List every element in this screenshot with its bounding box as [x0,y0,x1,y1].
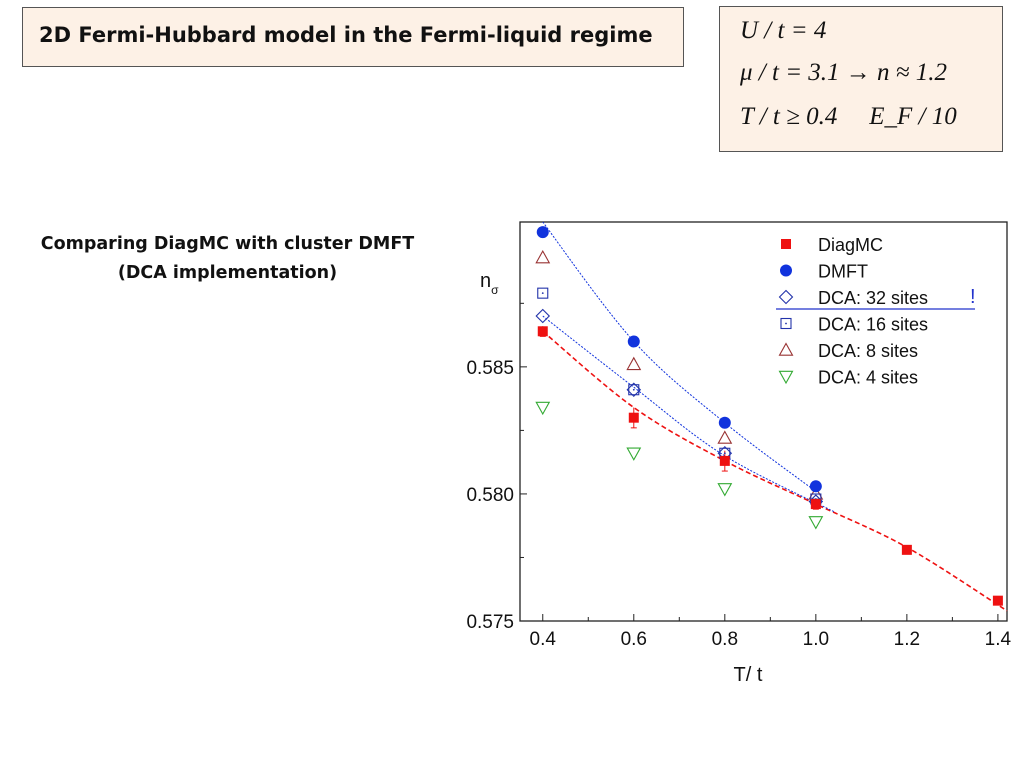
point-dca-16-sites-box [537,287,549,299]
point-dca-4-sites [535,401,551,416]
slide-title: 2D Fermi-Hubbard model in the Fermi-liqu… [39,23,653,47]
legend-marker-dca-32-sites [778,289,794,305]
point-diagmc [901,544,912,555]
x-tick-label: 0.4 [530,629,557,650]
y-axis-label: nσ [480,270,499,297]
parameters-box: U / t = 4 μ / t = 3.1 → n ≈ 1.2 T / t ≥ … [719,6,1003,152]
legend-marker-dca-16-sites-dot [785,322,787,325]
legend-label-dmft: DMFT [818,262,868,282]
x-axis-ticks: 0.4 0.6 0.8 1.0 1.2 1.4 [530,614,1012,650]
point-dca-32-sites [535,308,551,324]
legend-annotation-mark: ! [970,286,976,308]
point-dca-16-sites-box [628,384,640,396]
point-dca-16-sites [628,384,640,396]
point-dca-16-sites-dot [632,388,635,391]
legend-marker-dmft [780,264,792,277]
y-axis-label-subscript: σ [491,283,499,297]
legend-marker-dca-16-sites [780,317,792,330]
legend-marker-dca-4-sites [778,370,794,385]
data-markers [535,226,1003,606]
point-dmft [627,335,640,348]
point-dca-8-sites [626,356,642,371]
point-dca-16-sites-dot [541,292,544,295]
legend-label-dca-4-sites: DCA: 4 sites [818,368,918,388]
x-axis-label: T/ t [734,664,763,686]
point-dmft [718,416,731,429]
x-tick-label: 0.8 [712,629,738,650]
legend-marker-dca-16-sites-box [780,317,792,330]
subtitle-line-1: Comparing DiagMC with cluster DMFT [40,234,415,254]
fit-curves [542,221,1008,612]
legend-label-diagmc: DiagMC [818,235,883,255]
point-dmft [809,480,822,493]
x-tick-label: 1.0 [803,629,829,650]
slide-subtitle: Comparing DiagMC with cluster DMFT (DCA … [20,230,435,288]
error-bars [539,326,1001,604]
param-temperature: T / t ≥ 0.4 ⃞ E_F / 10 [740,103,957,130]
legend-marker-dca-8-sites [778,342,794,356]
legend-label-dca-32-sites: DCA: 32 sites [818,288,928,308]
plot-frame [519,221,1008,622]
point-dmft [536,226,549,239]
point-dca-8-sites [535,249,551,264]
param-interaction: U / t = 4 [740,17,827,44]
legend-label-dca-16-sites: DCA: 16 sites [818,315,928,335]
y-tick-label: 0.575 [466,612,514,633]
x-tick-label: 1.2 [894,629,920,650]
point-diagmc [992,595,1003,606]
point-diagmc [719,455,730,466]
fit-curve-1 [542,330,1008,612]
point-dca-4-sites [808,516,824,530]
fit-curve-2 [542,221,817,492]
point-dca-16-sites-dot [723,452,726,455]
point-diagmc [537,326,548,337]
point-diagmc [810,499,821,510]
point-diagmc [628,412,639,423]
x-tick-label: 0.6 [621,629,647,650]
legend-label-dca-8-sites: DCA: 8 sites [818,341,918,361]
legend: DiagMC DMFT DCA: 32 sites DCA: 16 sites DCA:… [776,235,976,388]
y-tick-label: 0.580 [466,485,514,506]
point-dca-8-sites [717,430,733,444]
fit-curve-3 [542,315,835,513]
point-dca-16-sites [537,287,549,299]
param-chemical-potential: μ / t = 3.1 → n ≈ 1.2 [740,59,948,86]
legend-marker-diagmc [781,239,791,249]
slide-title-box: 2D Fermi-Hubbard model in the Fermi-liqu… [22,7,684,67]
point-dca-32-sites [626,382,642,398]
y-tick-label: 0.585 [466,358,514,379]
x-tick-label: 1.4 [985,629,1012,650]
subtitle-line-2: (DCA implementation) [117,263,338,283]
y-axis-ticks: 0.575 0.580 0.585 [466,302,527,633]
point-dca-4-sites [717,483,733,497]
point-dca-4-sites [626,447,642,461]
